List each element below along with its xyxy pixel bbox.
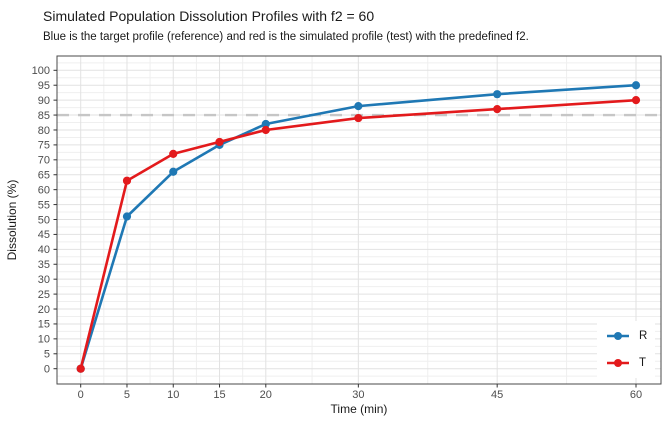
y-tick-label: 65 [38,170,50,182]
x-tick-label: 10 [167,389,179,401]
legend-key-test-icon [607,359,629,367]
series-T [76,96,641,373]
legend-label-test: T [639,357,647,369]
legend-key-reference-icon [607,332,629,340]
chart-subtitle: Blue is the target profile (reference) a… [43,31,529,43]
data-point-R [261,119,270,129]
y-tick-label: 70 [38,155,50,167]
y-tick-label: 85 [38,110,50,122]
axis-ticks [53,69,637,388]
series-line-T [79,98,638,371]
data-point-T [76,364,85,373]
y-tick-label: 10 [38,334,50,346]
y-tick-label: 55 [38,199,50,211]
x-tick-label: 45 [491,389,503,401]
data-point-T [261,125,270,135]
y-tick-label: 100 [32,65,50,77]
legend-item-test: T [606,352,655,374]
y-tick-label: 30 [38,274,50,286]
y-tick-label: 80 [38,125,50,137]
y-tick-label: 0 [44,364,50,376]
y-axis-title: Dissolution (%) [5,179,19,261]
y-tick-label: 60 [38,184,50,196]
data-point-T [122,176,132,185]
y-tick-label: 15 [38,319,50,331]
chart-title: Simulated Population Dissolution Profile… [43,8,375,24]
y-tick-label: 25 [38,289,50,301]
data-point-T [493,104,502,114]
y-tick-label: 45 [38,229,50,241]
y-tick-label: 95 [38,80,50,92]
data-point-R [631,81,641,90]
y-tick-label: 35 [38,259,50,271]
series-line-R [79,83,638,371]
y-tick-label: 5 [44,349,50,361]
legend: R T [597,321,655,378]
y-tick-label: 75 [38,140,50,152]
data-point-T [631,96,641,105]
y-tick-label: 20 [38,304,50,316]
data-point-R [169,167,178,176]
x-tick-label: 0 [78,389,84,401]
data-point-R [354,102,363,111]
x-tick-label: 15 [213,389,225,401]
x-tick-label: 5 [124,389,130,401]
x-tick-label: 30 [352,389,364,401]
x-axis-title: Time (min) [330,402,388,416]
data-point-T [215,137,224,147]
y-tick-label: 50 [38,214,50,226]
y-tick-label: 40 [38,244,50,256]
data-point-T [169,149,178,158]
data-point-R [122,212,132,221]
legend-label-reference: R [639,330,648,342]
legend-item-reference: R [606,325,655,347]
grid-major [57,56,661,384]
x-tick-label: 20 [260,389,272,401]
data-point-T [354,113,363,123]
y-tick-label: 90 [38,95,50,107]
x-tick-label: 60 [630,389,642,401]
data-point-R [493,90,502,99]
